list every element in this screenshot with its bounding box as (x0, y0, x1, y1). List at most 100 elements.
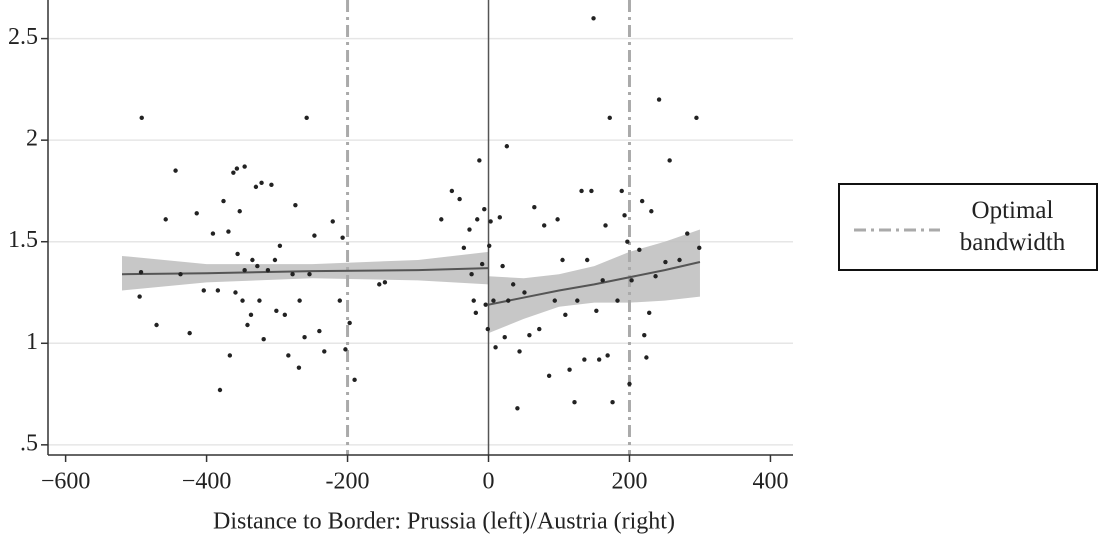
point (485, 326, 491, 332)
point (290, 272, 295, 277)
point (235, 251, 240, 257)
point (594, 308, 599, 313)
point (473, 310, 479, 316)
point (194, 211, 199, 216)
vlines-layer (346, 0, 631, 455)
point (377, 282, 382, 287)
point (242, 164, 247, 169)
point (517, 349, 522, 354)
point (527, 332, 532, 338)
point (201, 288, 206, 293)
point (572, 399, 577, 405)
point (461, 245, 467, 251)
chart: Distance to Border: Prussia (left)/Austr… (8, 0, 793, 535)
point (467, 227, 472, 232)
point (619, 188, 624, 194)
x-tick-label: −600 (41, 469, 91, 495)
point (622, 213, 627, 218)
point (653, 274, 658, 279)
point (589, 188, 594, 194)
point (487, 243, 492, 248)
point (522, 290, 527, 295)
fit-line (121, 267, 489, 276)
point (163, 217, 168, 222)
point (482, 207, 487, 212)
point (245, 322, 250, 328)
point (187, 330, 192, 336)
point (234, 166, 240, 171)
point (250, 257, 255, 263)
point (302, 334, 307, 340)
point (257, 298, 262, 303)
y-tick-label: .5 (20, 430, 38, 456)
point (644, 355, 649, 360)
point (242, 267, 247, 273)
point (226, 229, 231, 234)
point (667, 158, 672, 163)
point (488, 219, 493, 224)
point (605, 353, 610, 358)
point (231, 170, 236, 175)
x-tick-label: 0 (483, 469, 495, 495)
point (449, 188, 455, 194)
point (248, 312, 254, 318)
point (483, 302, 488, 307)
point (312, 233, 317, 238)
point (439, 217, 444, 222)
point (500, 263, 505, 269)
point (217, 387, 223, 393)
x-tick-label: −400 (182, 469, 232, 495)
point (317, 328, 322, 334)
point (139, 115, 144, 121)
point (347, 320, 352, 326)
fit-line (488, 261, 701, 306)
point (647, 310, 652, 316)
point (304, 115, 309, 121)
point (546, 373, 552, 378)
point (173, 168, 178, 173)
point (137, 294, 142, 299)
grid-layer (48, 37, 793, 446)
point (274, 308, 279, 313)
point (471, 298, 476, 303)
x-axis-label: Distance to Border: Prussia (left)/Austr… (213, 509, 675, 535)
point (532, 204, 537, 210)
point (493, 345, 498, 350)
legend: Optimal bandwidth (838, 183, 1098, 271)
point (591, 16, 596, 21)
point (649, 209, 654, 214)
point (255, 263, 260, 269)
point (477, 158, 482, 163)
point (154, 322, 159, 328)
point (663, 259, 668, 265)
point (227, 353, 233, 358)
point (322, 349, 327, 354)
point (253, 184, 259, 190)
point (502, 334, 507, 340)
point (563, 312, 568, 318)
point (639, 198, 645, 204)
point (469, 272, 474, 277)
point (286, 353, 291, 358)
point (575, 298, 580, 303)
point (330, 219, 335, 224)
point (352, 377, 357, 383)
point (607, 115, 612, 121)
point (555, 217, 560, 222)
point (210, 231, 216, 236)
point (582, 357, 587, 362)
y-tick-label: 2 (26, 126, 38, 152)
point (457, 196, 462, 202)
point (615, 298, 620, 303)
point (600, 278, 605, 283)
x-tick-label: 400 (752, 469, 788, 495)
point (475, 217, 480, 222)
point (560, 257, 565, 263)
point (506, 298, 511, 303)
x-tick-label: -200 (326, 469, 370, 495)
point (584, 257, 590, 263)
point (307, 272, 312, 277)
point (596, 357, 602, 362)
x-tick-label: 200 (611, 469, 647, 495)
point (677, 257, 682, 263)
